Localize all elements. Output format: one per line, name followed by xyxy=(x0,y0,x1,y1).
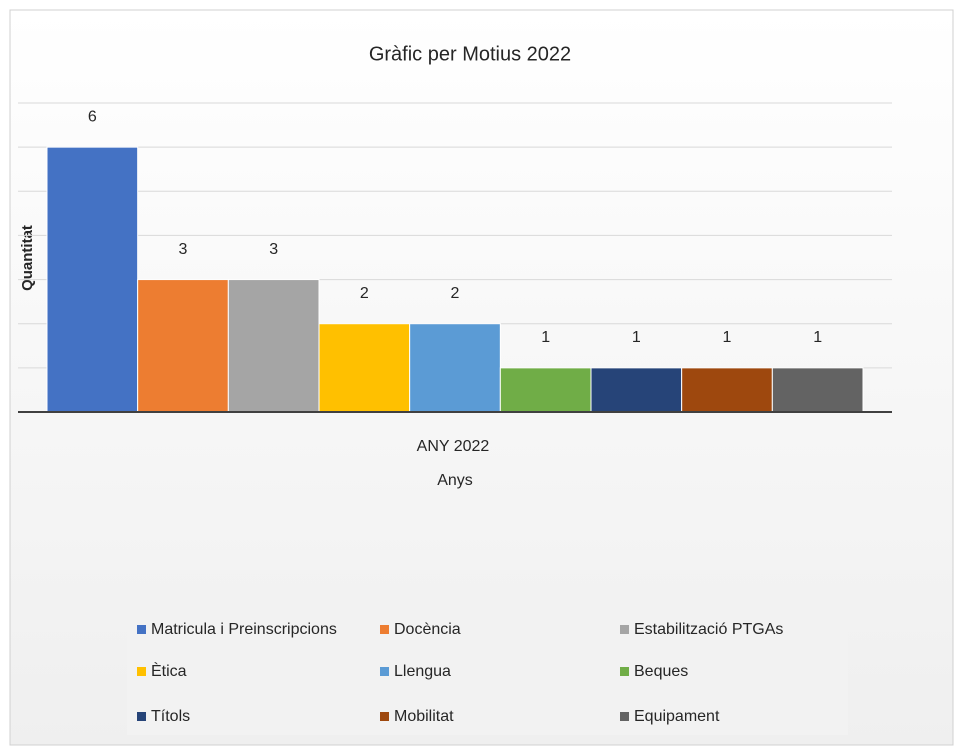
x-tick-label: ANY 2022 xyxy=(417,438,490,455)
legend-swatch xyxy=(137,625,146,634)
legend-swatch xyxy=(620,625,629,634)
legend-swatch xyxy=(137,667,146,676)
legend-label: Matricula i Preinscripcions xyxy=(151,621,337,638)
legend-swatch xyxy=(380,667,389,676)
data-label: 1 xyxy=(723,329,732,346)
chart-title: Gràfic per Motius 2022 xyxy=(369,43,571,65)
data-label: 3 xyxy=(269,241,278,258)
legend-label: Beques xyxy=(634,663,688,680)
bar xyxy=(318,323,411,413)
legend-label: Mobilitat xyxy=(394,708,454,725)
bar xyxy=(499,367,592,413)
x-axis-title: Anys xyxy=(437,472,473,489)
legend-label: Equipament xyxy=(634,708,720,725)
legend-swatch xyxy=(137,712,146,721)
data-label: 6 xyxy=(88,108,97,125)
legend-label: Títols xyxy=(151,708,190,725)
bar xyxy=(46,146,139,413)
legend-swatch xyxy=(620,712,629,721)
legend-swatch xyxy=(380,625,389,634)
data-label: 2 xyxy=(360,285,369,302)
bar xyxy=(409,323,501,413)
legend-label: Estabilització PTGAs xyxy=(634,621,783,638)
data-label: 2 xyxy=(451,285,460,302)
bar xyxy=(771,367,864,413)
bar xyxy=(137,279,229,413)
legend-label: Ètica xyxy=(151,661,187,680)
data-label: 1 xyxy=(541,329,550,346)
data-label: 3 xyxy=(179,241,188,258)
legend-label: Docència xyxy=(394,621,461,638)
legend-swatch xyxy=(380,712,389,721)
legend-box xyxy=(127,605,848,735)
bar xyxy=(590,367,683,413)
data-label: 1 xyxy=(813,329,822,346)
bar xyxy=(681,367,773,413)
y-axis-title: Quantitat xyxy=(19,225,36,291)
data-label: 1 xyxy=(632,329,641,346)
legend-swatch xyxy=(620,667,629,676)
bar xyxy=(227,279,320,413)
legend-label: Llengua xyxy=(394,663,451,680)
